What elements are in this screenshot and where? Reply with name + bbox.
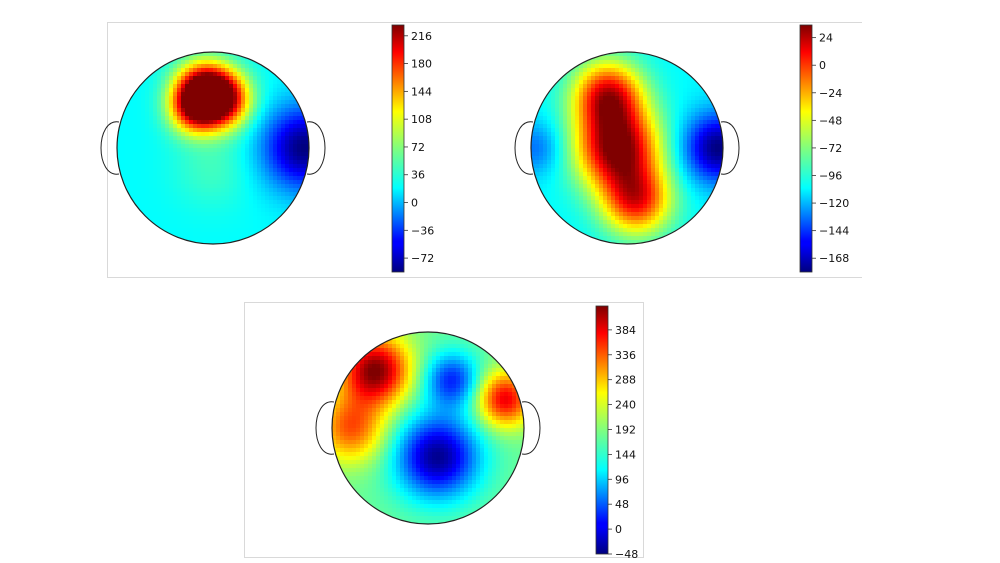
colorbar-tick-label: −72: [411, 252, 434, 265]
colorbar-tick-label: 108: [411, 113, 432, 126]
colorbar-tick-label: 288: [615, 374, 636, 387]
right-ear: [306, 121, 326, 175]
head-outline: [116, 51, 310, 245]
colorbar: [799, 24, 813, 273]
colorbar-tick-label: 24: [819, 32, 833, 45]
colorbar-tick-label: 72: [411, 141, 425, 154]
left-ear: [100, 121, 120, 175]
colorbar-tick-label: 180: [411, 58, 432, 71]
left-ear: [514, 121, 534, 175]
head-outline: [530, 51, 724, 245]
left-ear: [315, 401, 335, 455]
maps-layer: 21618014410872360−36−72240−24−48−72−96−1…: [100, 24, 849, 561]
colorbar-tick-label: −96: [819, 169, 842, 182]
colorbar-tick-label: −48: [615, 548, 638, 561]
colorbar-tick-label: −48: [819, 114, 842, 127]
topomap-1: 216 180 144 108 72 36 0 −36 −72: [100, 24, 434, 273]
colorbar-tick-label: 384: [615, 324, 636, 337]
colorbar-tick-label: 144: [411, 85, 432, 98]
colorbar-tick-label: 0: [411, 197, 418, 210]
colorbar-tick-label: 0: [819, 59, 826, 72]
topomap-2: 24 0 −24 −48 −72 −96 −120 −144 −168: [514, 24, 849, 273]
colorbar-tick-label: −120: [819, 197, 849, 210]
colorbar-tick-label: 192: [615, 423, 636, 436]
colorbar-tick-label: 240: [615, 399, 636, 412]
colorbar-tick-label: 48: [615, 498, 629, 511]
colorbar-tick-label: 96: [615, 473, 629, 486]
topomap-3: 384 336 288 240 192 144 96 48 0 −48: [315, 305, 638, 561]
colorbar-tick-label: −36: [411, 224, 434, 237]
colorbar-tick-label: −168: [819, 252, 849, 265]
right-ear: [720, 121, 740, 175]
colorbar-tick-label: −72: [819, 142, 842, 155]
colorbar-tick-label: −144: [819, 225, 849, 238]
colorbar-tick-label: 0: [615, 523, 622, 536]
colorbar-tick-label: −24: [819, 87, 842, 100]
head-outline: [331, 331, 525, 525]
colorbar: [391, 24, 405, 273]
right-ear: [521, 401, 541, 455]
colorbar: [595, 305, 609, 555]
colorbar-tick-label: 144: [615, 448, 636, 461]
colorbar-tick-label: 216: [411, 30, 432, 43]
colorbar-tick-label: 36: [411, 169, 425, 182]
colorbar-tick-label: 336: [615, 349, 636, 362]
